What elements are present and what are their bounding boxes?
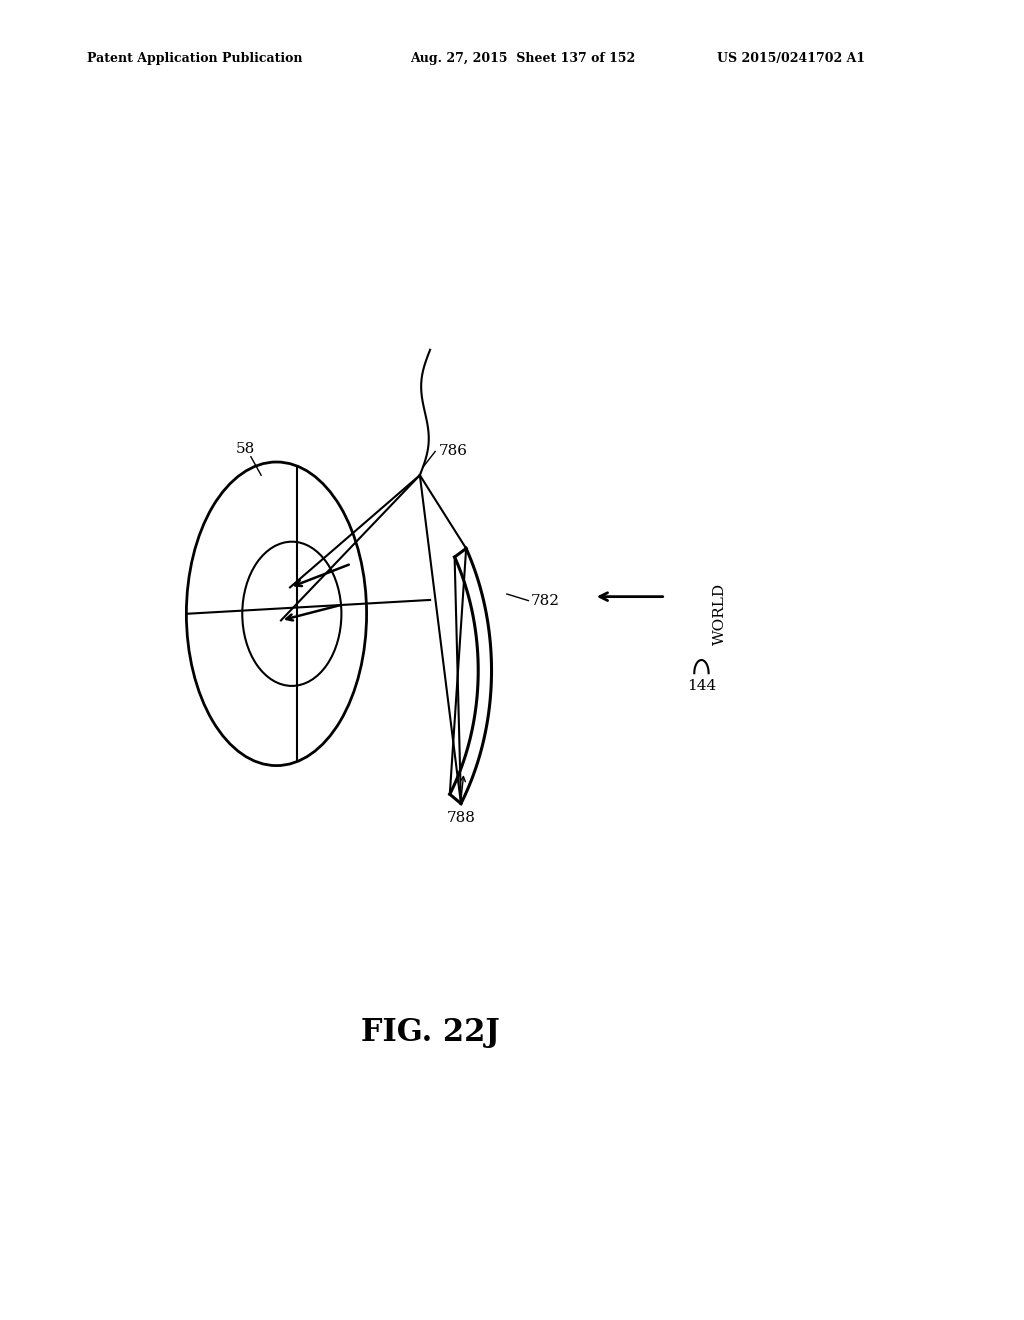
Text: 144: 144 (687, 680, 716, 693)
Text: US 2015/0241702 A1: US 2015/0241702 A1 (717, 51, 865, 65)
Text: 58: 58 (237, 442, 255, 455)
Text: Aug. 27, 2015  Sheet 137 of 152: Aug. 27, 2015 Sheet 137 of 152 (410, 51, 635, 65)
Text: 782: 782 (530, 594, 559, 607)
Text: 786: 786 (438, 445, 467, 458)
Text: WORLD: WORLD (713, 582, 727, 645)
Text: Patent Application Publication: Patent Application Publication (87, 51, 302, 65)
Text: 788: 788 (446, 812, 475, 825)
Text: FIG. 22J: FIG. 22J (360, 1016, 500, 1048)
